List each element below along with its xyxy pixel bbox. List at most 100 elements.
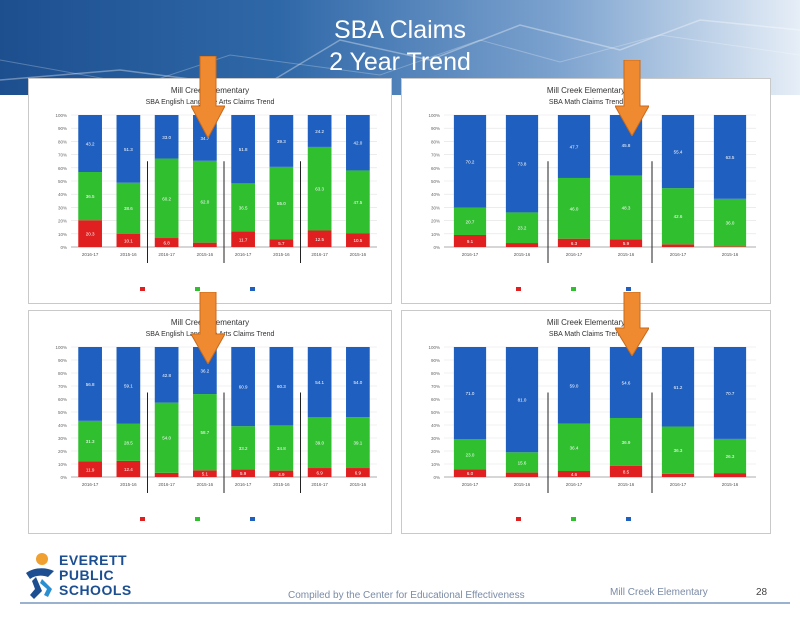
data-label: 62.0 <box>200 200 209 205</box>
bar-segment <box>609 465 643 477</box>
bar-segment <box>154 347 179 403</box>
legend-swatch <box>626 517 631 521</box>
x-tick-label: 2015-16 <box>618 252 635 257</box>
data-label: 9.1 <box>467 239 474 244</box>
data-label: 11.9 <box>86 467 95 472</box>
legend-swatch <box>250 517 255 521</box>
bar-segment <box>661 188 695 245</box>
bar-segment <box>713 115 747 199</box>
legend-swatch <box>195 517 200 521</box>
bar-segment <box>307 347 332 418</box>
chart-math-bottom: Mill Creek Elementary SBA Math Claims Tre… <box>428 318 756 521</box>
bar-segment <box>713 246 747 247</box>
x-tick-label: 2016-17 <box>462 252 479 257</box>
legend-swatch <box>516 517 521 521</box>
data-label: 5.1 <box>202 472 209 477</box>
data-label: 36.5 <box>86 194 95 199</box>
x-tick-label: 2015-16 <box>722 482 739 487</box>
data-label: 15.6 <box>518 460 527 465</box>
bar-segment <box>346 170 370 234</box>
bar-segment <box>453 207 487 235</box>
chart-title: Mill Creek Elementary <box>547 86 625 95</box>
x-tick-label: 2015-16 <box>197 482 214 487</box>
y-tick-label: 40% <box>58 423 67 428</box>
data-label: 42.0 <box>353 141 362 146</box>
bar-segment <box>193 470 217 477</box>
bar-segment <box>307 468 332 477</box>
data-label: 36.9 <box>622 440 631 445</box>
y-tick-label: 40% <box>431 423 440 428</box>
data-label: 39.3 <box>277 139 286 144</box>
bar-segment <box>609 417 643 466</box>
bar-segment <box>453 469 487 477</box>
bar-segment <box>661 244 695 247</box>
data-label: 45.8 <box>622 143 631 148</box>
y-tick-label: 60% <box>431 166 440 171</box>
legend-swatch <box>195 287 200 291</box>
y-tick-label: 50% <box>431 410 440 415</box>
bar-segment <box>713 347 747 439</box>
data-label: 81.0 <box>518 398 527 403</box>
bar-segment <box>269 239 294 247</box>
y-tick-label: 70% <box>431 384 440 389</box>
data-label: 55.0 <box>277 201 286 206</box>
y-tick-label: 30% <box>58 436 67 441</box>
data-label: 70.2 <box>466 159 475 164</box>
data-label: 4.9 <box>278 472 285 477</box>
data-label: 39.0 <box>315 441 324 446</box>
bar-segment <box>609 239 643 247</box>
data-label: 33.0 <box>162 135 171 140</box>
runner-logo-icon <box>26 553 54 599</box>
data-label: 6.0 <box>467 471 474 476</box>
x-tick-label: 2016-17 <box>566 252 583 257</box>
x-tick-label: 2015-16 <box>722 252 739 257</box>
legend-swatch <box>626 287 631 291</box>
bar-segment <box>609 175 643 240</box>
bar-segment <box>269 166 294 240</box>
x-tick-label: 2016-17 <box>670 252 687 257</box>
bar-segment <box>231 231 255 247</box>
y-tick-label: 20% <box>58 449 67 454</box>
bar-segment <box>307 146 332 231</box>
data-label: 36.4 <box>570 445 579 450</box>
bar-segment <box>154 115 179 159</box>
y-tick-label: 10% <box>58 462 67 467</box>
x-tick-label: 2016-17 <box>82 252 99 257</box>
chart-panel-2: Mill Creek Elementary SBA Math Claims Tre… <box>401 78 771 304</box>
data-label: 12.4 <box>124 467 133 472</box>
bar-segment <box>78 172 102 221</box>
data-label: 61.2 <box>674 385 683 390</box>
x-tick-label: 2015-16 <box>120 482 137 487</box>
x-tick-label: 2015-16 <box>514 252 531 257</box>
y-tick-label: 90% <box>431 126 440 131</box>
footer-school-name: Mill Creek Elementary <box>610 587 708 598</box>
data-label: 36.5 <box>239 205 248 210</box>
bar-segment <box>116 347 141 424</box>
bar-segment <box>78 220 102 247</box>
data-label: 63.3 <box>315 187 324 192</box>
page-number: 28 <box>756 587 768 598</box>
chart-subtitle: SBA Math Claims Trend <box>549 331 623 338</box>
data-label: 42.8 <box>162 373 171 378</box>
bar-segment <box>154 158 179 239</box>
data-label: 36.0 <box>726 221 735 226</box>
data-label: 54.1 <box>315 380 324 385</box>
data-label: 6.3 <box>571 241 578 246</box>
bar-segment <box>154 402 179 473</box>
x-tick-label: 2015-16 <box>514 482 531 487</box>
bar-segment <box>505 472 539 477</box>
legend-swatch <box>250 287 255 291</box>
chart-math-top: Mill Creek Elementary SBA Math Claims Tre… <box>428 86 756 291</box>
highlight-arrow-icon <box>191 292 225 364</box>
y-tick-label: 90% <box>431 358 440 363</box>
bar-segment <box>346 468 370 477</box>
data-label: 58.7 <box>200 430 209 435</box>
bar-segment <box>713 473 747 477</box>
bar-segment <box>346 417 370 469</box>
data-label: 54.0 <box>162 436 171 441</box>
highlight-arrow-icon <box>615 292 649 356</box>
bar-segment <box>231 347 255 427</box>
y-tick-label: 20% <box>431 449 440 454</box>
